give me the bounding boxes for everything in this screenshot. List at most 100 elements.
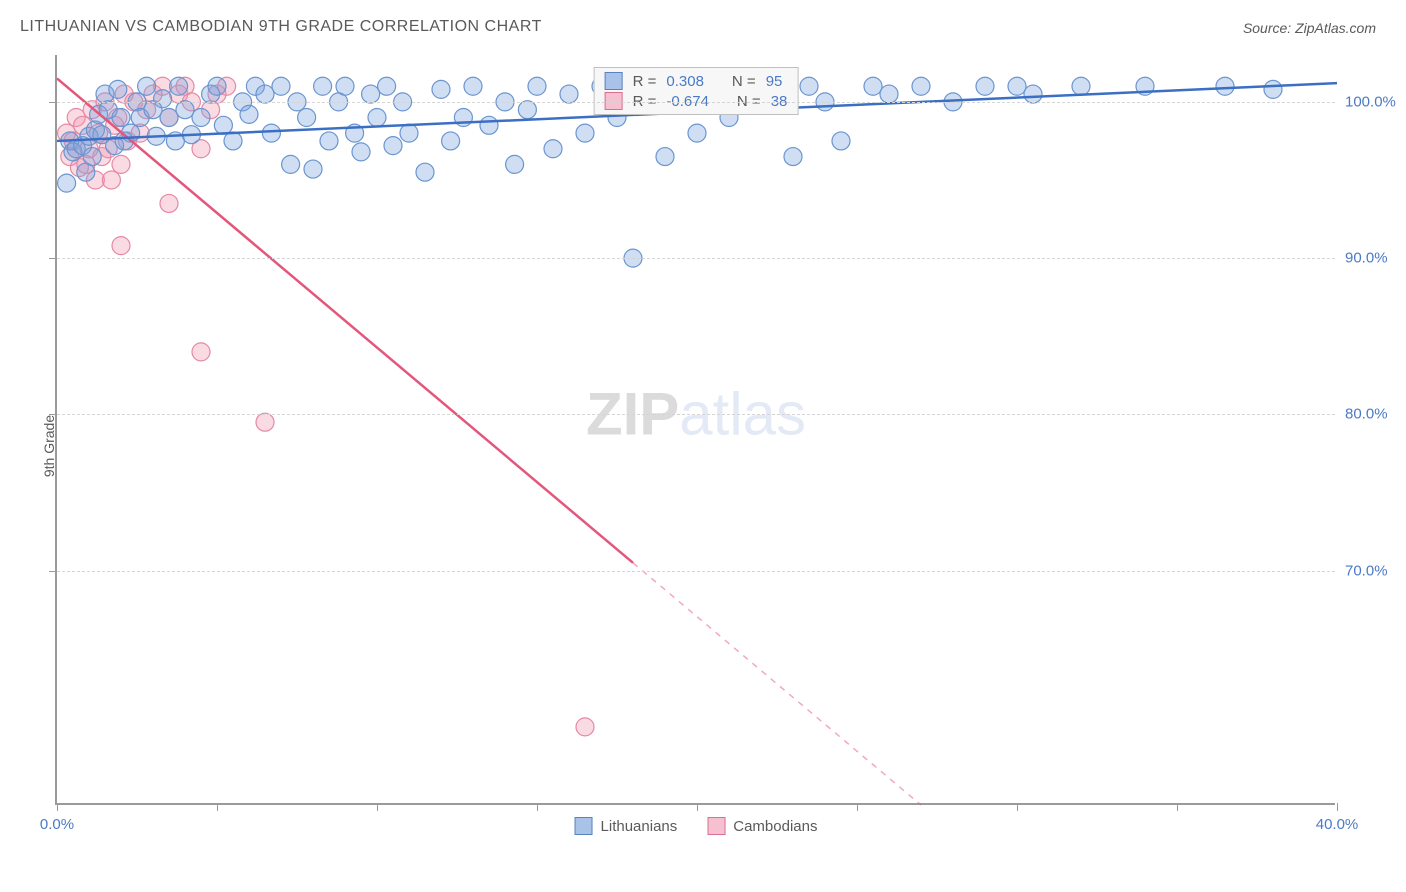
- data-point: [416, 163, 434, 181]
- data-point: [256, 413, 274, 431]
- y-tick: [49, 258, 57, 259]
- scatter-svg: [57, 55, 1335, 803]
- data-point: [1024, 85, 1042, 103]
- y-tick-label: 100.0%: [1345, 93, 1405, 110]
- y-tick: [49, 571, 57, 572]
- gridline: [57, 571, 1335, 572]
- r-label: R =: [633, 73, 657, 90]
- y-tick-label: 90.0%: [1345, 250, 1405, 267]
- legend-item-lithuanians: Lithuanians: [575, 817, 678, 835]
- x-tick: [1337, 803, 1338, 811]
- data-point: [864, 77, 882, 95]
- data-point: [464, 77, 482, 95]
- data-point: [544, 140, 562, 158]
- y-tick: [49, 414, 57, 415]
- data-point: [160, 194, 178, 212]
- data-point: [800, 77, 818, 95]
- data-point: [784, 148, 802, 166]
- data-point: [506, 155, 524, 173]
- data-point: [262, 124, 280, 142]
- data-point: [176, 101, 194, 119]
- data-point: [378, 77, 396, 95]
- data-point: [224, 132, 242, 150]
- legend-label-cambodians: Cambodians: [733, 818, 817, 835]
- legend-label-lithuanians: Lithuanians: [601, 818, 678, 835]
- data-point: [528, 77, 546, 95]
- data-point: [304, 160, 322, 178]
- trend-line-extrapolated: [633, 563, 921, 805]
- stats-box: R = 0.308 N = 95 R = -0.674 N = 38: [594, 67, 799, 115]
- data-point: [102, 171, 120, 189]
- x-tick-label: 0.0%: [40, 816, 74, 833]
- y-tick: [49, 102, 57, 103]
- data-point: [240, 105, 258, 123]
- chart-title: LITHUANIAN VS CAMBODIAN 9TH GRADE CORREL…: [20, 18, 542, 36]
- data-point: [688, 124, 706, 142]
- x-tick: [857, 803, 858, 811]
- data-point: [256, 85, 274, 103]
- data-point: [560, 85, 578, 103]
- data-point: [1216, 77, 1234, 95]
- x-tick: [57, 803, 58, 811]
- stats-row-lithuanians: R = 0.308 N = 95: [605, 72, 788, 90]
- data-point: [832, 132, 850, 150]
- data-point: [320, 132, 338, 150]
- gridline: [57, 414, 1335, 415]
- plot-area: ZIPatlas R = 0.308 N = 95 R = -0.674 N =…: [55, 55, 1335, 805]
- data-point: [109, 80, 127, 98]
- data-point: [214, 116, 232, 134]
- x-tick: [1017, 803, 1018, 811]
- r-value-lithuanians: 0.308: [666, 73, 704, 90]
- n-label: N =: [732, 73, 756, 90]
- data-point: [400, 124, 418, 142]
- data-point: [480, 116, 498, 134]
- data-point: [154, 90, 172, 108]
- data-point: [192, 109, 210, 127]
- data-point: [1072, 77, 1090, 95]
- gridline: [57, 258, 1335, 259]
- data-point: [282, 155, 300, 173]
- data-point: [368, 109, 386, 127]
- data-point: [362, 85, 380, 103]
- n-value-lithuanians: 95: [766, 73, 783, 90]
- source-attribution: Source: ZipAtlas.com: [1243, 20, 1376, 36]
- data-point: [192, 343, 210, 361]
- data-point: [208, 77, 226, 95]
- legend: Lithuanians Cambodians: [575, 817, 818, 835]
- data-point: [352, 143, 370, 161]
- x-tick: [217, 803, 218, 811]
- data-point: [272, 77, 290, 95]
- data-point: [112, 237, 130, 255]
- stats-swatch-lithuanians: [605, 72, 623, 90]
- data-point: [83, 148, 101, 166]
- data-point: [576, 124, 594, 142]
- y-tick-label: 80.0%: [1345, 406, 1405, 423]
- data-point: [314, 77, 332, 95]
- data-point: [170, 77, 188, 95]
- data-point: [518, 101, 536, 119]
- x-tick: [1177, 803, 1178, 811]
- data-point: [432, 80, 450, 98]
- gridline: [57, 102, 1335, 103]
- data-point: [112, 155, 130, 173]
- data-point: [912, 77, 930, 95]
- x-tick: [537, 803, 538, 811]
- legend-item-cambodians: Cambodians: [707, 817, 817, 835]
- legend-swatch-lithuanians: [575, 817, 593, 835]
- data-point: [1008, 77, 1026, 95]
- data-point: [976, 77, 994, 95]
- legend-swatch-cambodians: [707, 817, 725, 835]
- data-point: [298, 109, 316, 127]
- data-point: [442, 132, 460, 150]
- data-point: [112, 109, 130, 127]
- x-tick-label: 40.0%: [1316, 816, 1359, 833]
- x-tick: [377, 803, 378, 811]
- x-tick: [697, 803, 698, 811]
- data-point: [58, 174, 76, 192]
- data-point: [138, 77, 156, 95]
- data-point: [656, 148, 674, 166]
- y-tick-label: 70.0%: [1345, 562, 1405, 579]
- data-point: [1264, 80, 1282, 98]
- data-point: [336, 77, 354, 95]
- data-point: [160, 109, 178, 127]
